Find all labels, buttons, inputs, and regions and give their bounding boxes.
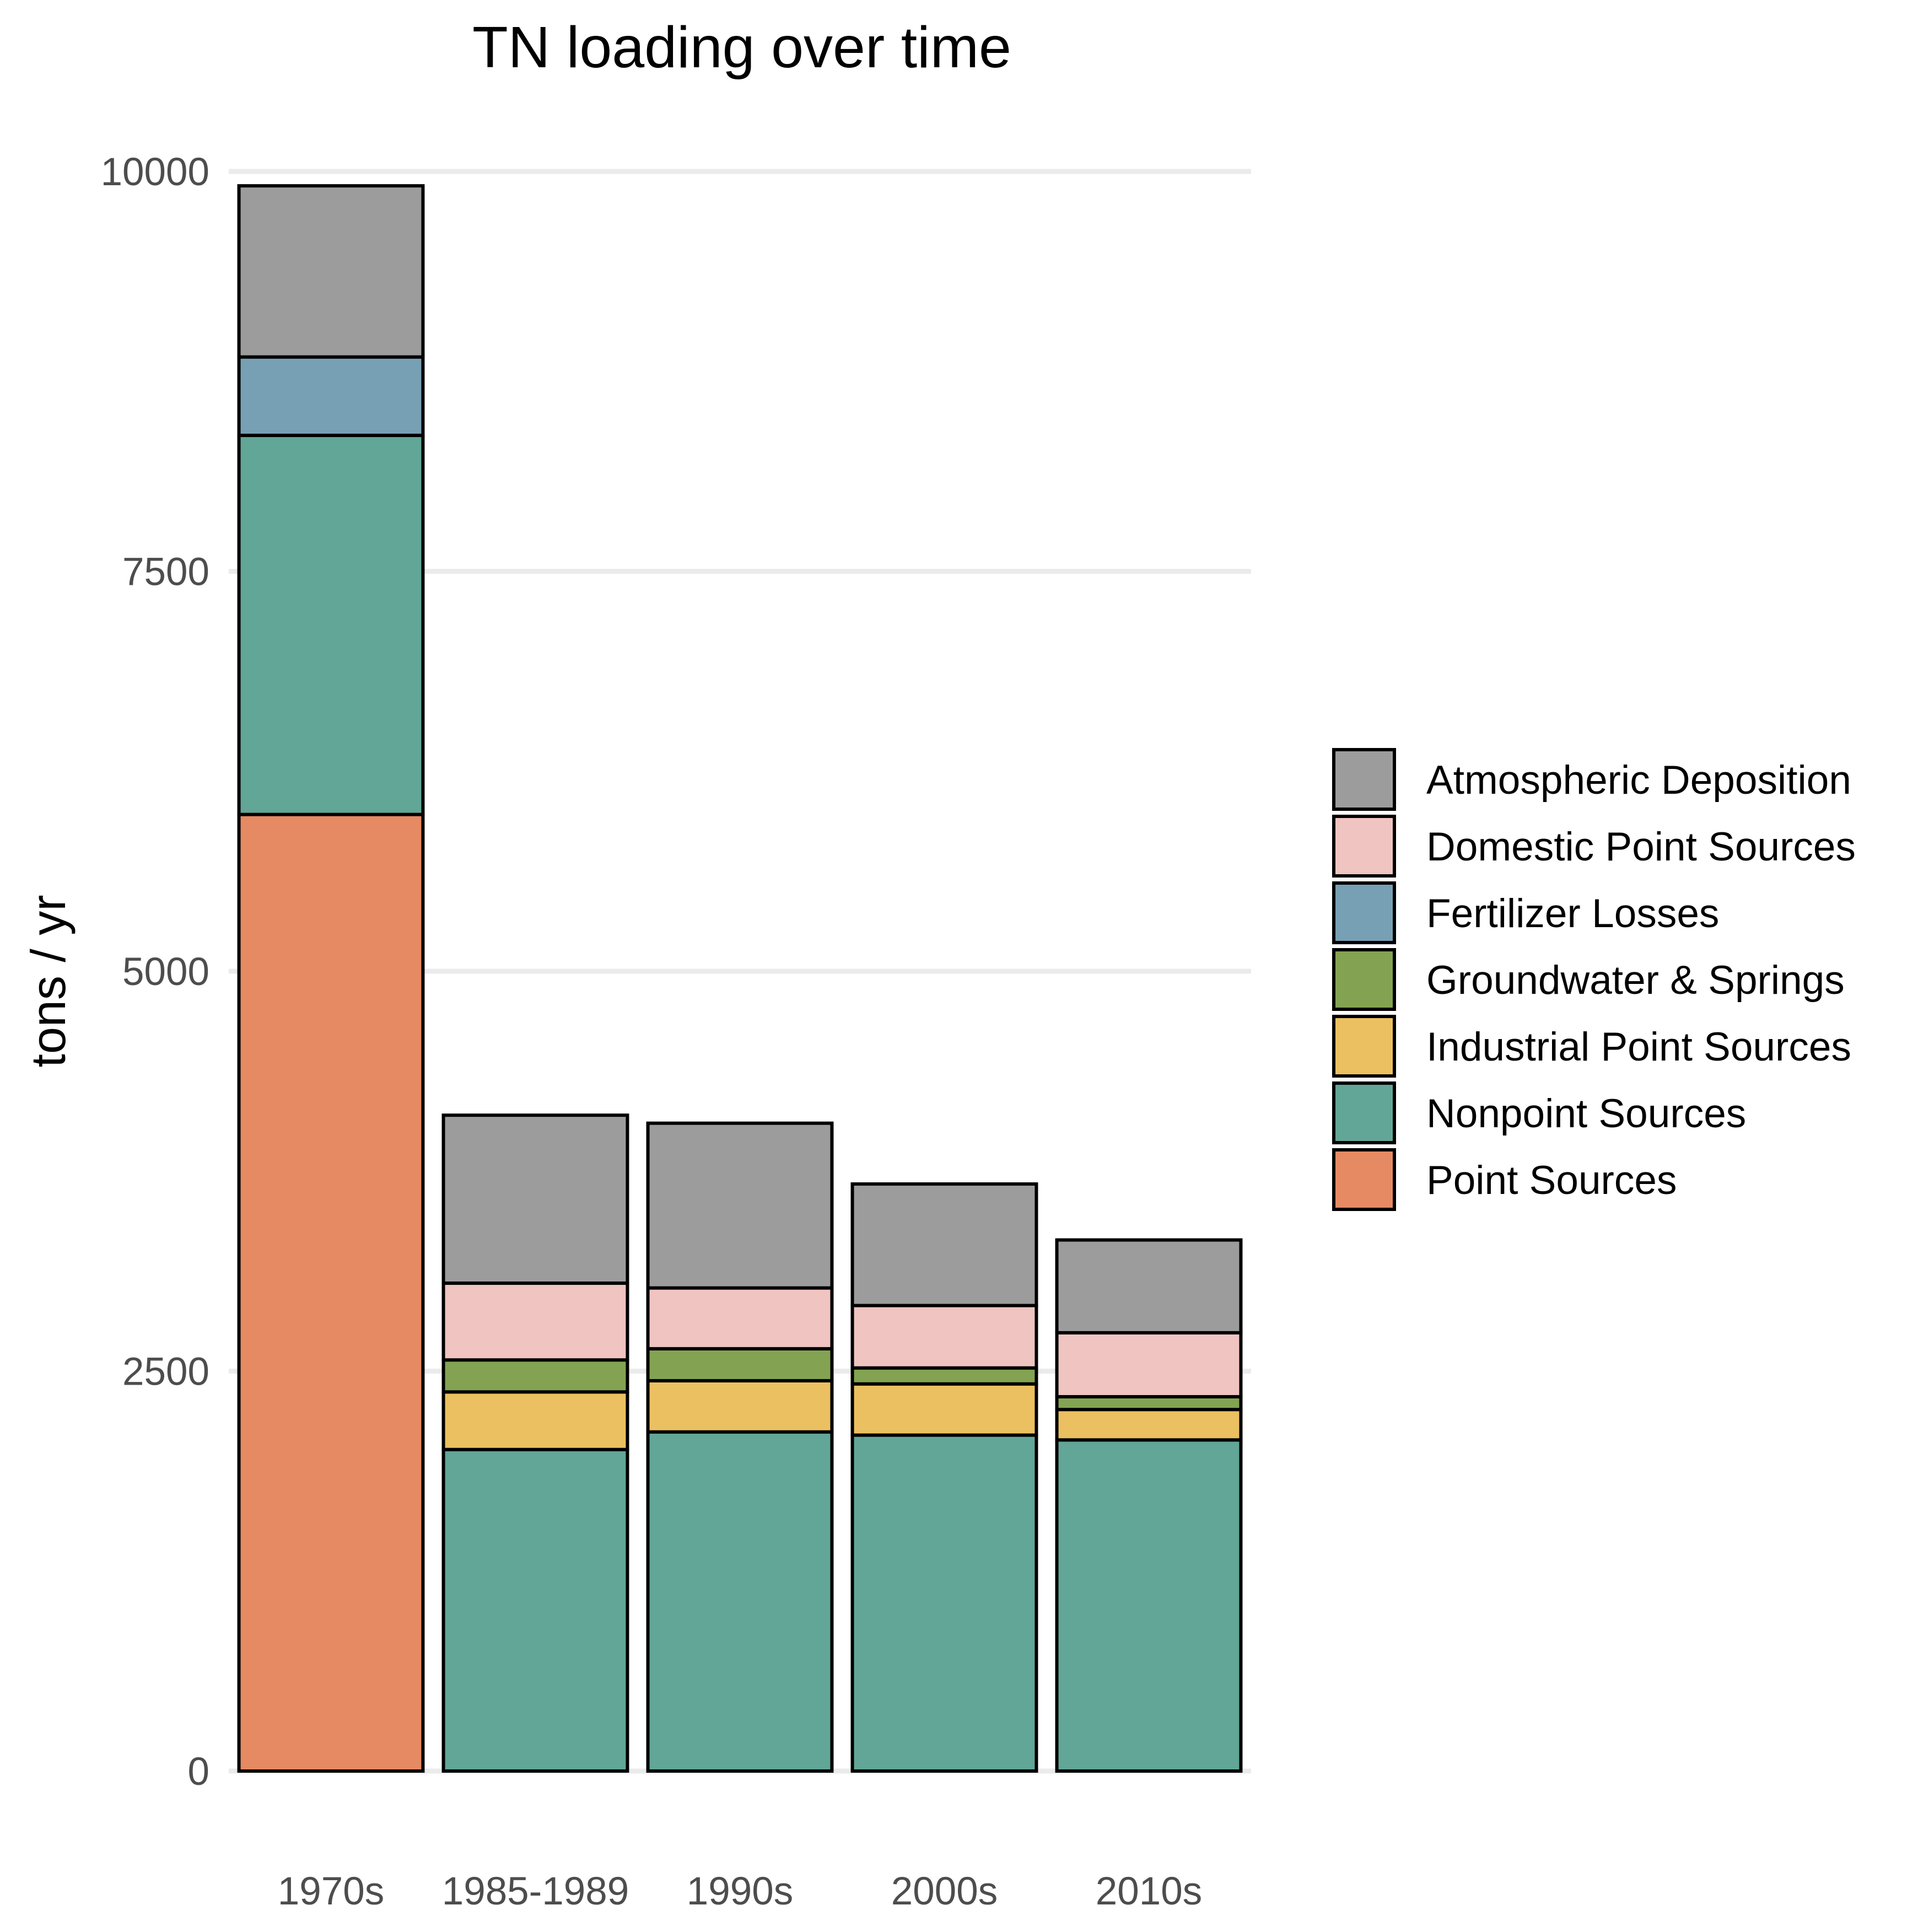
legend-label-nonpoint-sources: Nonpoint Sources <box>1426 1091 1746 1136</box>
legend-label-domestic-point-sources: Domestic Point Sources <box>1426 825 1856 869</box>
bar-2000s-domestic-point-sources <box>850 1304 1038 1370</box>
legend-label-atmospheric-deposition: Atmospheric Deposition <box>1426 758 1851 803</box>
legend-item-point-sources: Point Sources <box>1332 1148 1677 1211</box>
bar-1970s-nonpoint-sources <box>237 433 425 816</box>
bar-group-1990s <box>646 1121 834 1773</box>
bar-2010s-atmospheric-deposition <box>1055 1238 1243 1334</box>
y-tick-label-0: 0 <box>188 1750 210 1794</box>
bar-2000s-industrial-point-sources <box>850 1382 1038 1437</box>
bar-1990s-domestic-point-sources <box>646 1286 834 1350</box>
legend-key-domestic-point-sources <box>1332 815 1396 878</box>
legend-key-point-sources <box>1332 1148 1396 1211</box>
y-tick-label-10000: 10000 <box>101 150 209 194</box>
x-axis-ticks: 1970s 1985-1989 1990s 2000s 2010s <box>278 1870 1202 1913</box>
bar-2010s-groundwater-springs <box>1055 1395 1243 1412</box>
bar-1985-1989-domestic-point-sources <box>441 1281 629 1362</box>
chart-title: TN loading over time <box>472 15 1011 80</box>
x-tick-label-2010s: 2010s <box>1096 1870 1202 1913</box>
legend-label-groundwater-springs: Groundwater & Springs <box>1426 958 1845 1003</box>
legend-item-industrial-point-sources: Industrial Point Sources <box>1332 1015 1851 1078</box>
bar-2010s-nonpoint-sources <box>1055 1438 1243 1773</box>
legend-label-point-sources: Point Sources <box>1426 1158 1677 1203</box>
bar-1970s-point-sources <box>237 812 425 1773</box>
legend-item-groundwater-springs: Groundwater & Springs <box>1332 948 1845 1011</box>
legend-key-fertilizer-losses <box>1332 881 1396 944</box>
legend-item-nonpoint-sources: Nonpoint Sources <box>1332 1081 1746 1144</box>
bar-1970s-fertilizer-losses <box>237 355 425 437</box>
x-tick-label-2000s: 2000s <box>891 1870 998 1913</box>
bar-1985-1989-nonpoint-sources <box>441 1447 629 1773</box>
legend-label-fertilizer-losses: Fertilizer Losses <box>1426 891 1719 936</box>
bars <box>237 184 1243 1773</box>
legend: Atmospheric Deposition Domestic Point Sou… <box>1332 748 1856 1211</box>
legend-item-fertilizer-losses: Fertilizer Losses <box>1332 881 1719 944</box>
y-axis-label: tons / yr <box>21 895 76 1068</box>
bar-2010s-industrial-point-sources <box>1055 1408 1243 1442</box>
legend-label-industrial-point-sources: Industrial Point Sources <box>1426 1025 1851 1069</box>
bar-group-2000s <box>850 1182 1038 1773</box>
bar-2010s-domestic-point-sources <box>1055 1331 1243 1398</box>
legend-key-atmospheric-deposition <box>1332 748 1396 811</box>
bar-1990s-industrial-point-sources <box>646 1379 834 1434</box>
bar-1970s-atmospheric-deposition <box>237 184 425 359</box>
bar-2000s-atmospheric-deposition <box>850 1182 1038 1307</box>
bar-1990s-nonpoint-sources <box>646 1430 834 1773</box>
y-tick-label-2500: 2500 <box>122 1350 209 1394</box>
x-tick-label-1985-1989: 1985-1989 <box>442 1870 629 1913</box>
y-axis-ticks: 0 2500 5000 7500 10000 <box>101 150 209 1794</box>
y-tick-label-7500: 7500 <box>122 551 209 594</box>
bar-1990s-groundwater-springs <box>646 1347 834 1382</box>
x-tick-label-1970s: 1970s <box>278 1870 384 1913</box>
legend-item-domestic-point-sources: Domestic Point Sources <box>1332 815 1856 878</box>
bar-1990s-atmospheric-deposition <box>646 1121 834 1290</box>
bar-group-1985-1989 <box>441 1113 629 1773</box>
bar-1985-1989-industrial-point-sources <box>441 1390 629 1451</box>
legend-key-groundwater-springs <box>1332 948 1396 1011</box>
x-tick-label-1990s: 1990s <box>687 1870 793 1913</box>
bar-group-2010s <box>1055 1238 1243 1773</box>
legend-key-nonpoint-sources <box>1332 1081 1396 1144</box>
bar-group-1970s <box>237 184 425 1773</box>
bar-1985-1989-groundwater-springs <box>441 1358 629 1394</box>
bar-2000s-nonpoint-sources <box>850 1433 1038 1773</box>
legend-key-industrial-point-sources <box>1332 1015 1396 1078</box>
bar-2000s-groundwater-springs <box>850 1366 1038 1386</box>
bar-1985-1989-atmospheric-deposition <box>441 1113 629 1285</box>
y-tick-label-5000: 5000 <box>122 950 209 994</box>
legend-item-atmospheric-deposition: Atmospheric Deposition <box>1332 748 1851 811</box>
